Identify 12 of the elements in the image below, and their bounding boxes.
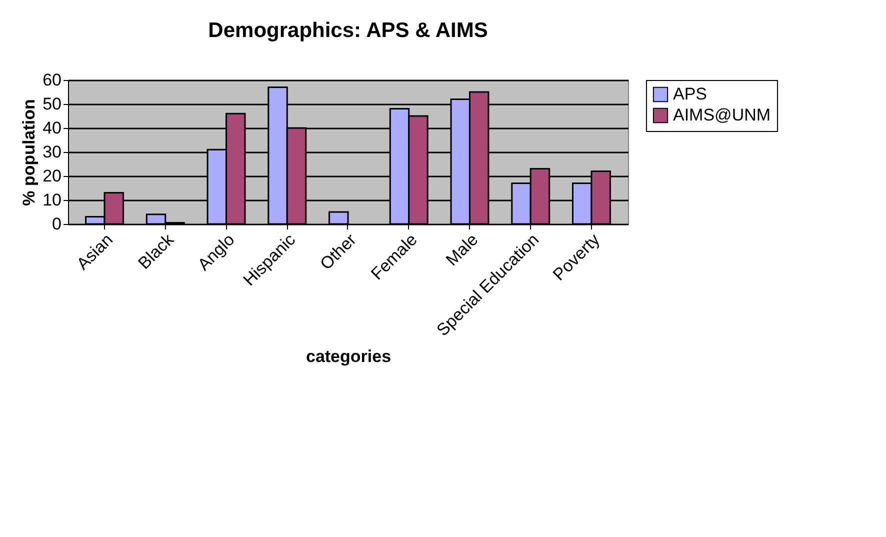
y-tick-label: 10 <box>42 190 62 210</box>
x-axis-title: categories <box>306 347 392 366</box>
chart-title: Demographics: APS & AIMS <box>208 19 488 42</box>
y-tick-label: 40 <box>42 118 62 138</box>
y-tick-label: 60 <box>42 70 62 90</box>
y-tick-label: 0 <box>52 214 62 234</box>
y-tick-label: 20 <box>42 166 62 186</box>
legend-label: AIMS@UNM <box>673 106 771 124</box>
y-tick-label: 30 <box>42 142 62 162</box>
legend-label: APS <box>673 84 708 104</box>
y-tick-label: 50 <box>42 94 62 114</box>
y-axis-title: % population <box>20 99 39 206</box>
